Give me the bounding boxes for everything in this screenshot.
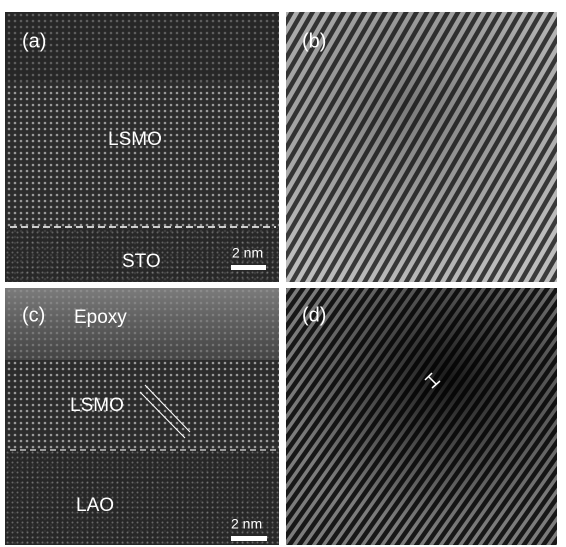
region-label: Epoxy: [74, 307, 127, 328]
scale-bar: [231, 265, 266, 270]
epoxy-layer: [5, 288, 279, 360]
figure: (a) LSMO STO 2 nm (b) (c) Epoxy LSMO LAO…: [0, 0, 566, 547]
shade: [286, 12, 557, 282]
panel-label: (b): [302, 30, 326, 52]
panel-label: (c): [22, 304, 45, 326]
region-label: STO: [122, 251, 161, 272]
panel-b: (b): [286, 12, 557, 282]
panel-d: (d): [286, 288, 557, 545]
panel-label: (a): [22, 30, 46, 52]
shade: [286, 288, 557, 545]
scale-bar-label: 2 nm: [231, 516, 262, 532]
scale-bar-label: 2 nm: [232, 245, 263, 261]
panel-c: (c) Epoxy LSMO LAO 2 nm: [5, 288, 279, 545]
panel-a: (a) LSMO STO 2 nm: [5, 12, 279, 282]
scale-bar: [231, 536, 267, 541]
panel-label: (d): [302, 304, 326, 326]
region-label: LAO: [76, 495, 114, 516]
region-label: LSMO: [108, 129, 162, 150]
region-label: LSMO: [70, 395, 124, 416]
